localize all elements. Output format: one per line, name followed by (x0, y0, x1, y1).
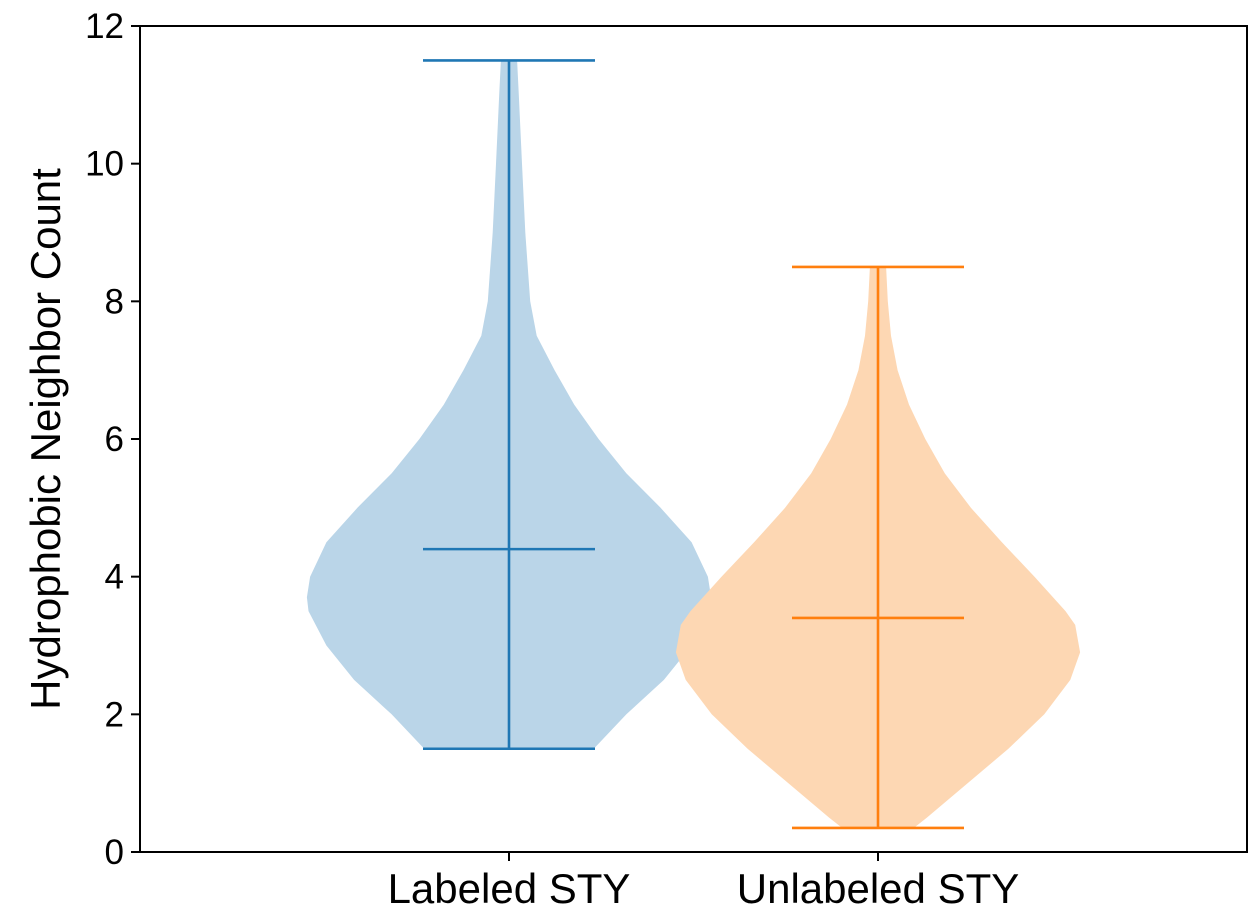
y-tick-label: 6 (105, 420, 124, 459)
y-tick-label: 4 (105, 558, 124, 597)
violin-layer (306, 60, 1081, 828)
y-tick-label: 0 (105, 833, 124, 872)
y-axis-title: Hydrophobic Neighbor Count (22, 168, 69, 710)
y-tick-label: 8 (105, 282, 124, 321)
x-category-label: Labeled STY (388, 865, 631, 912)
y-axis: 0 2 4 6 8 10 12 (85, 7, 140, 872)
x-category-label: Unlabeled STY (737, 865, 1020, 912)
statistics-layer (423, 59, 964, 830)
y-tick-label: 10 (85, 145, 124, 184)
plot-frame (139, 25, 1248, 853)
x-axis: Labeled STY Unlabeled STY (388, 852, 1020, 912)
y-tick-label: 12 (85, 7, 124, 46)
y-tick-label: 2 (105, 695, 124, 734)
